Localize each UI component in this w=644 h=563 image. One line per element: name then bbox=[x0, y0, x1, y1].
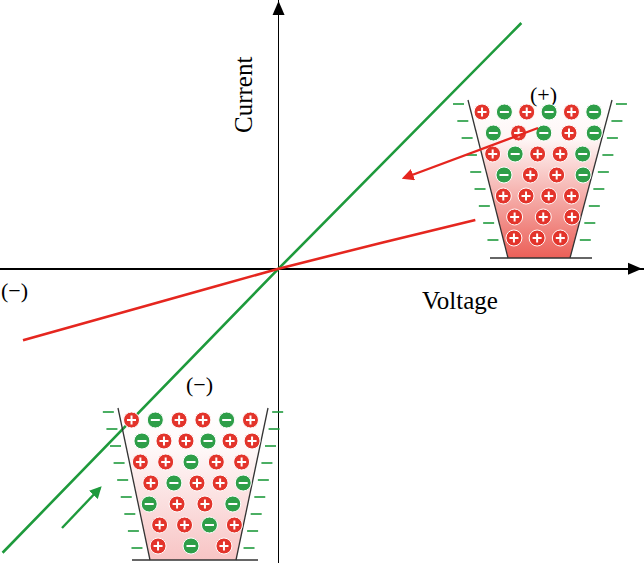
svg-text:Current: Current bbox=[230, 57, 257, 133]
svg-text:(−): (−) bbox=[186, 372, 213, 397]
svg-text:Voltage: Voltage bbox=[422, 287, 498, 314]
svg-text:(+): (+) bbox=[530, 82, 557, 107]
svg-text:(−): (−) bbox=[1, 278, 28, 303]
